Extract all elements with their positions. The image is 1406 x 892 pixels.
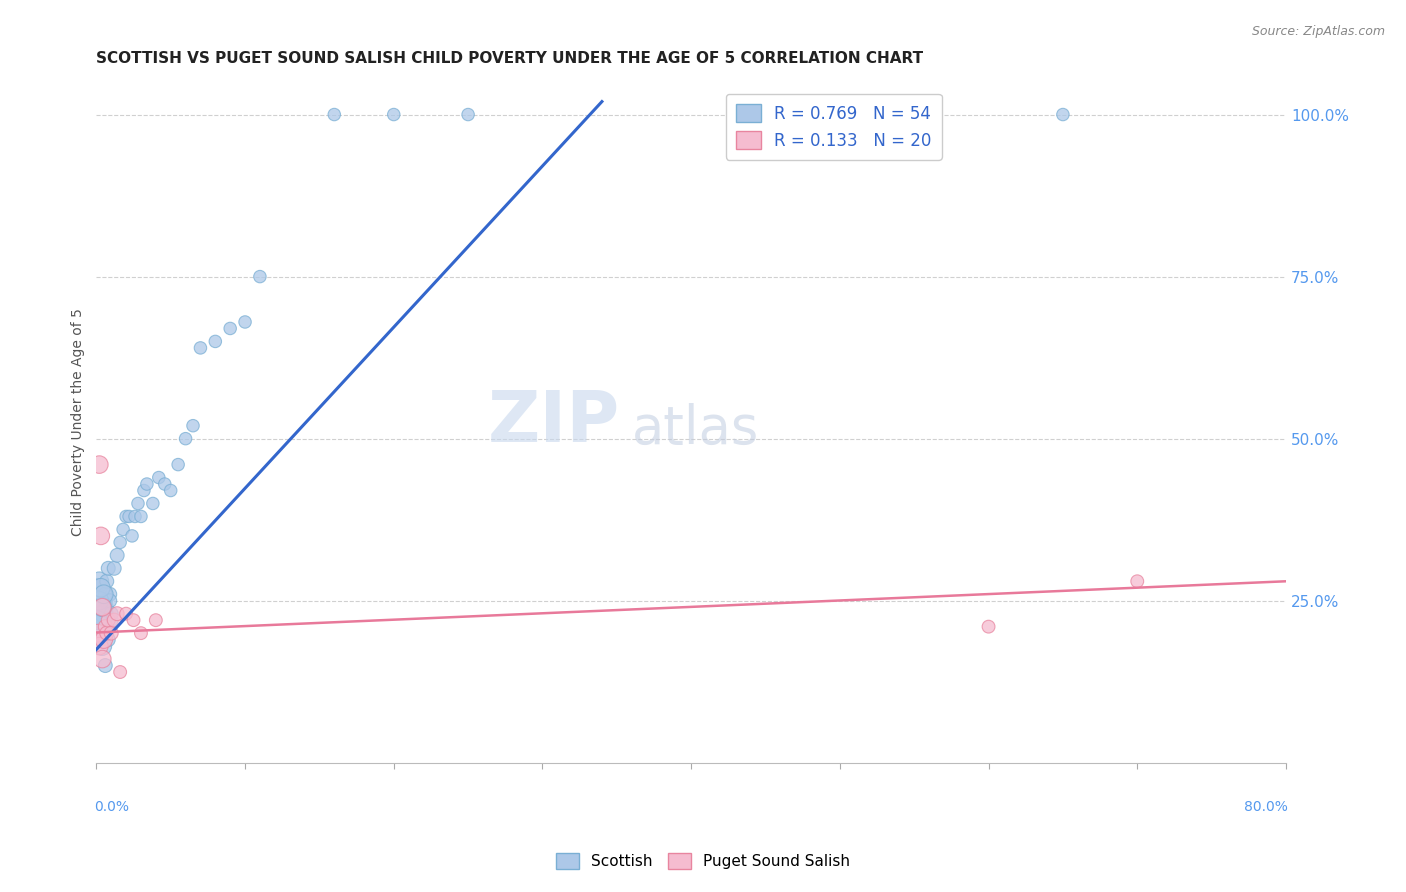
Point bbox=[121, 529, 143, 543]
Point bbox=[87, 581, 110, 595]
Point bbox=[323, 107, 346, 121]
Point bbox=[89, 458, 111, 472]
Point bbox=[100, 613, 122, 627]
Point bbox=[249, 269, 271, 284]
Point bbox=[145, 613, 167, 627]
Point bbox=[129, 626, 152, 640]
Text: atlas: atlas bbox=[631, 403, 759, 455]
Legend: Scottish, Puget Sound Salish: Scottish, Puget Sound Salish bbox=[550, 847, 856, 875]
Point bbox=[91, 600, 114, 615]
Point bbox=[87, 613, 110, 627]
Point bbox=[91, 613, 114, 627]
Point bbox=[98, 587, 121, 601]
Point bbox=[90, 626, 112, 640]
Point bbox=[457, 107, 479, 121]
Point bbox=[97, 632, 120, 647]
Point bbox=[115, 509, 138, 524]
Point bbox=[98, 593, 121, 607]
Point bbox=[91, 600, 114, 615]
Text: 80.0%: 80.0% bbox=[1244, 800, 1288, 814]
Point bbox=[96, 574, 118, 589]
Point bbox=[122, 613, 145, 627]
Point bbox=[89, 600, 111, 615]
Point bbox=[115, 607, 138, 621]
Point bbox=[87, 626, 110, 640]
Point bbox=[100, 626, 122, 640]
Point bbox=[1126, 574, 1149, 589]
Point bbox=[94, 620, 117, 634]
Point bbox=[108, 665, 131, 679]
Point bbox=[103, 561, 125, 575]
Point bbox=[135, 477, 157, 491]
Point bbox=[94, 587, 117, 601]
Legend: R = 0.769   N = 54, R = 0.133   N = 20: R = 0.769 N = 54, R = 0.133 N = 20 bbox=[725, 94, 942, 160]
Point bbox=[94, 658, 117, 673]
Text: 0.0%: 0.0% bbox=[94, 800, 129, 814]
Point bbox=[127, 496, 149, 510]
Text: ZIP: ZIP bbox=[488, 388, 620, 457]
Point bbox=[148, 470, 170, 484]
Text: SCOTTISH VS PUGET SOUND SALISH CHILD POVERTY UNDER THE AGE OF 5 CORRELATION CHAR: SCOTTISH VS PUGET SOUND SALISH CHILD POV… bbox=[97, 51, 924, 66]
Point bbox=[94, 593, 117, 607]
Point bbox=[90, 626, 112, 640]
Point bbox=[105, 549, 128, 563]
Point bbox=[97, 561, 120, 575]
Point bbox=[100, 607, 122, 621]
Point bbox=[87, 613, 110, 627]
Point bbox=[233, 315, 256, 329]
Point bbox=[105, 607, 128, 621]
Point bbox=[103, 613, 125, 627]
Point bbox=[91, 652, 114, 666]
Point bbox=[93, 607, 115, 621]
Point bbox=[153, 477, 176, 491]
Point bbox=[1052, 107, 1074, 121]
Point bbox=[124, 509, 146, 524]
Point bbox=[977, 620, 1000, 634]
Point bbox=[142, 496, 165, 510]
Point bbox=[382, 107, 405, 121]
Point bbox=[108, 535, 131, 549]
Point bbox=[89, 574, 111, 589]
Text: Source: ZipAtlas.com: Source: ZipAtlas.com bbox=[1251, 25, 1385, 38]
Point bbox=[89, 639, 111, 653]
Point bbox=[93, 587, 115, 601]
Point bbox=[93, 632, 115, 647]
Point bbox=[190, 341, 212, 355]
Point bbox=[96, 620, 118, 634]
Point bbox=[91, 639, 114, 653]
Point bbox=[89, 593, 111, 607]
Y-axis label: Child Poverty Under the Age of 5: Child Poverty Under the Age of 5 bbox=[72, 309, 86, 536]
Point bbox=[118, 509, 141, 524]
Point bbox=[132, 483, 155, 498]
Point bbox=[174, 432, 197, 446]
Point bbox=[129, 509, 152, 524]
Point bbox=[167, 458, 190, 472]
Point bbox=[93, 600, 115, 615]
Point bbox=[112, 523, 135, 537]
Point bbox=[96, 626, 118, 640]
Point bbox=[181, 418, 204, 433]
Point bbox=[90, 581, 112, 595]
Point bbox=[90, 529, 112, 543]
Point bbox=[97, 613, 120, 627]
Point bbox=[219, 321, 242, 335]
Point bbox=[159, 483, 181, 498]
Point bbox=[204, 334, 226, 349]
